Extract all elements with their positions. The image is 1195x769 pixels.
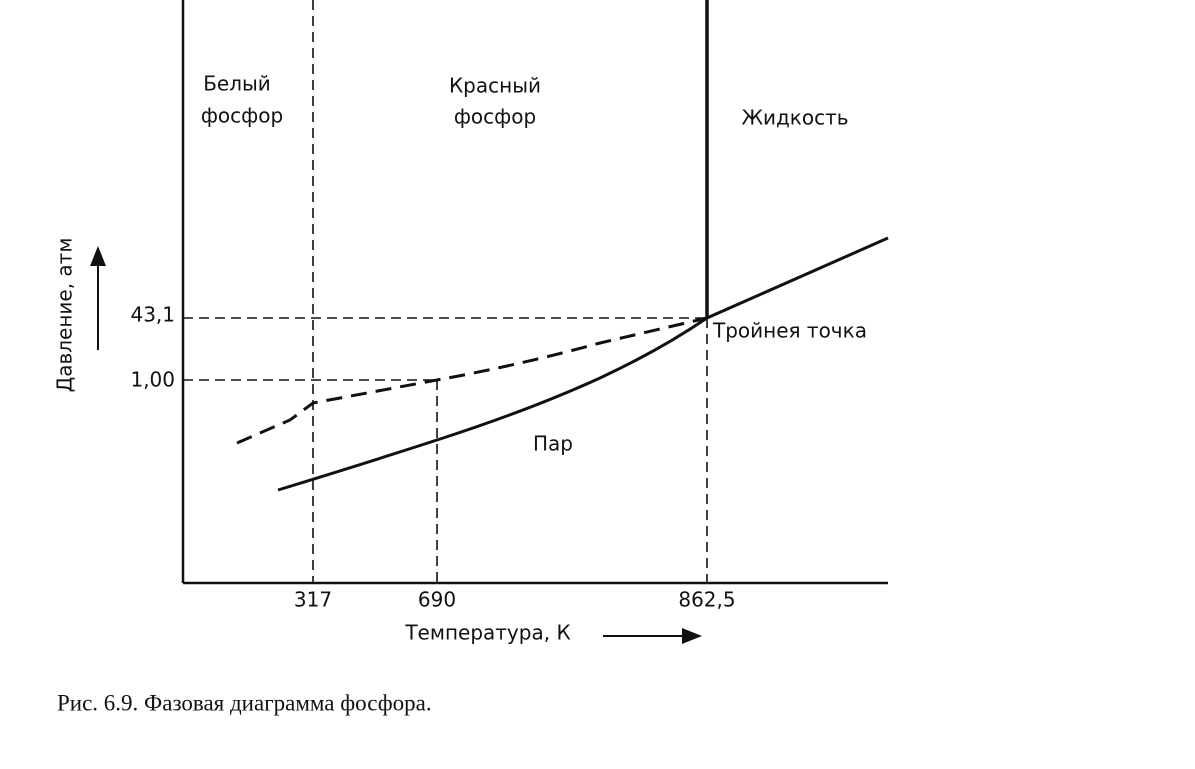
- region-label: фосфор: [201, 104, 283, 128]
- red-sublimation-curve: [236, 316, 708, 445]
- x-axis-label: Температура, К: [404, 621, 570, 645]
- triple-point-label: Тройнея точка: [712, 319, 867, 343]
- caption: Рис. 6.9. Фазовая диаграмма фосфора.: [57, 690, 432, 715]
- sublimation-curve: [277, 236, 889, 492]
- x-tick-label: 690: [418, 588, 456, 612]
- region-label: фосфор: [454, 105, 536, 129]
- region-label: Пар: [533, 432, 573, 456]
- x-tick-label: 317: [294, 588, 332, 612]
- x-tick-label: 862,5: [678, 588, 735, 612]
- region-label: Белый: [203, 72, 271, 96]
- region-label: Красный: [449, 74, 541, 98]
- y-tick-label: 1,00: [130, 368, 175, 392]
- y-tick-label: 43,1: [130, 303, 175, 327]
- y-axis-label: Давление, атм: [53, 238, 77, 393]
- region-label: Жидкость: [741, 106, 848, 130]
